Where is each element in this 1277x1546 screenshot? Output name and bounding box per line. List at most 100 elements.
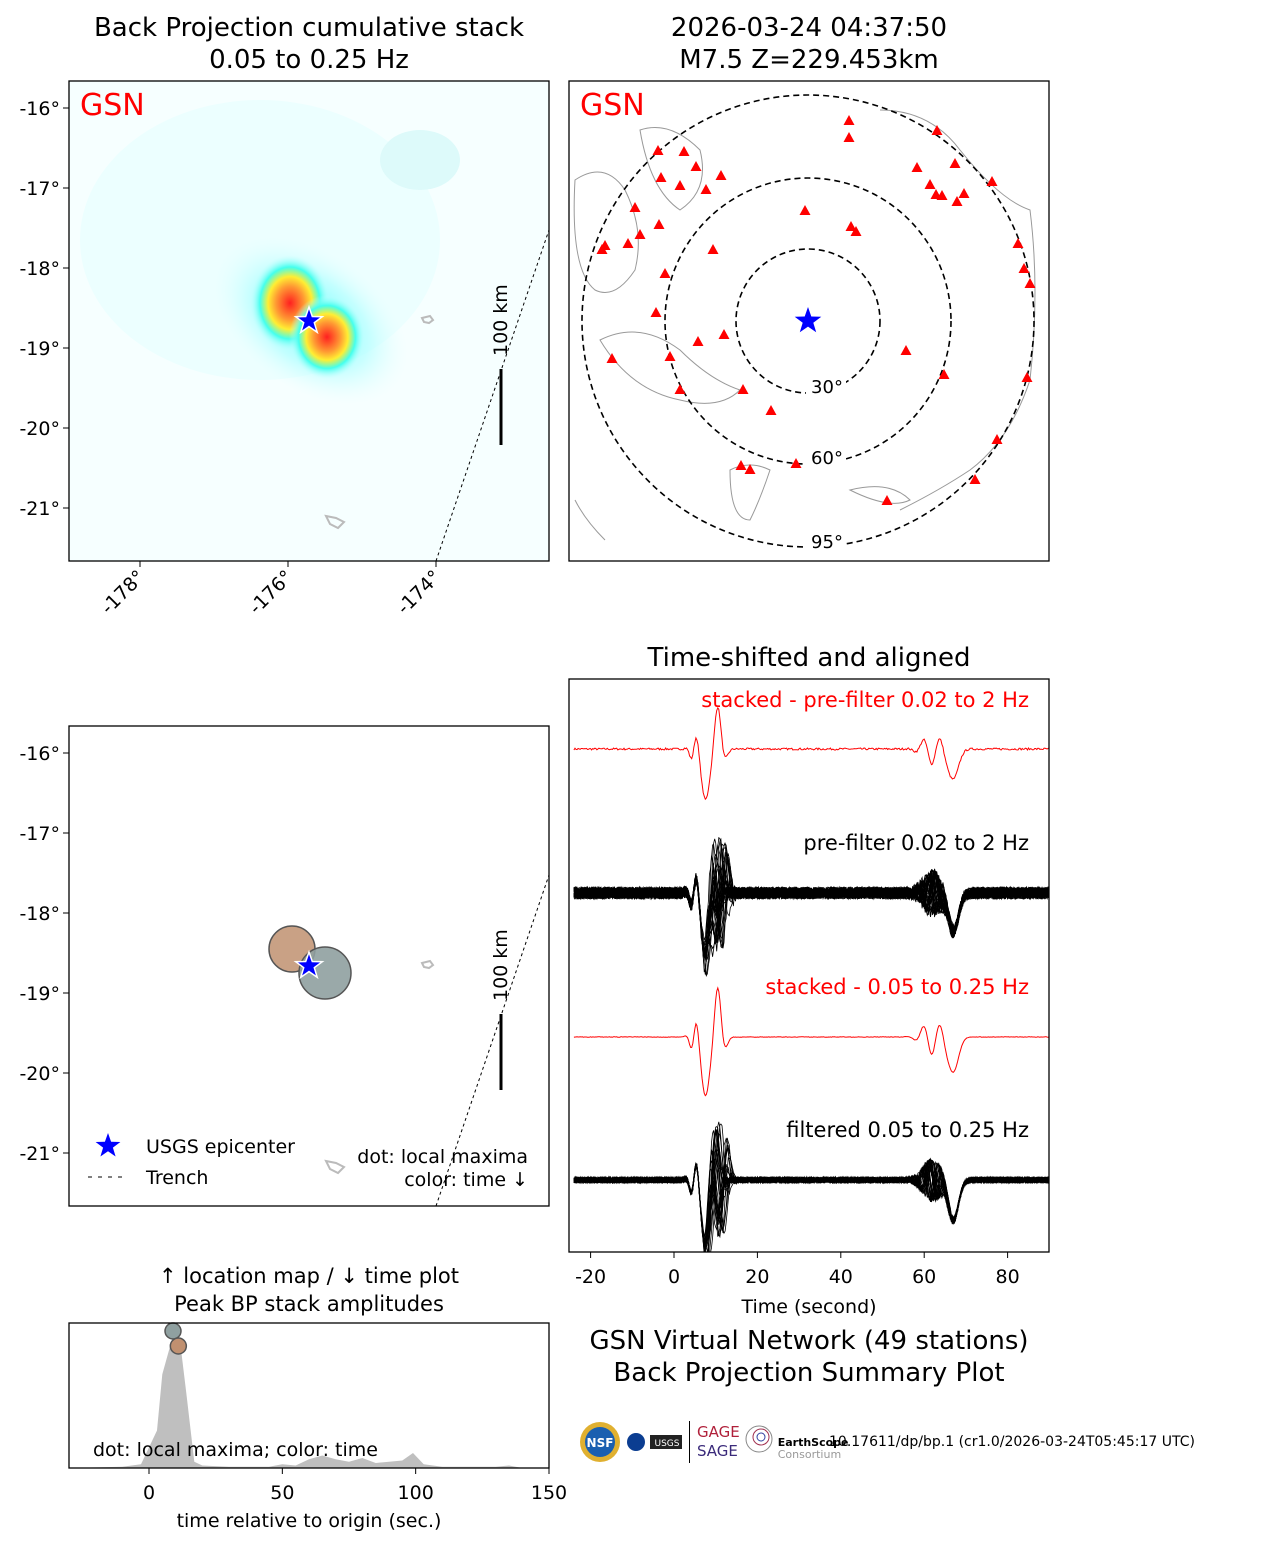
station-triangle-icon [949, 158, 961, 168]
station-triangle-icon [986, 176, 998, 186]
station-triangle-icon [991, 434, 1003, 444]
filtered-trace [573, 1159, 1049, 1242]
station-triangle-icon [958, 188, 970, 198]
station-triangle-icon [652, 145, 664, 155]
waveform-panel: Time-shifted and aligned stacked - pre-f… [568, 643, 1050, 1318]
epicenter-star-icon [293, 949, 325, 980]
station-triangle-icon [606, 353, 618, 363]
filtered-trace [573, 1158, 1049, 1240]
station-triangle-icon [1018, 263, 1030, 273]
prefilter-trace [573, 860, 1049, 956]
prefilter-trace [573, 853, 1049, 976]
stacked-prefilter-trace [573, 706, 1049, 801]
station-triangle-icon [1021, 372, 1033, 382]
station-triangle-icon [678, 146, 690, 156]
filtered-trace [573, 1129, 1049, 1251]
location-map-panel: 100 km USGS epicenter Trench dot: local … [19, 725, 550, 1207]
stacked-filtered-trace [573, 986, 1049, 1097]
station-triangle-icon [936, 190, 948, 200]
station-triangle-icon [969, 474, 981, 484]
lat-tick-label: -19° [19, 338, 60, 360]
station-map-panel: 2026-03-24 04:37:50 M7.5 Z=229.453km 30°… [568, 13, 1050, 562]
filtered-trace [573, 1159, 1049, 1243]
sponsor-logos: NSF USGS GAGE SAGE EarthScope Consortium [578, 1420, 849, 1464]
ring-label-30: 30° [811, 377, 843, 398]
x-tick-label: 50 [270, 1482, 294, 1504]
scale-label: 100 km [490, 929, 512, 1001]
station-triangle-icon [650, 307, 662, 317]
filtered-trace [573, 1129, 1049, 1252]
prefilter-trace [573, 871, 1049, 952]
network-label: GSN [80, 88, 145, 123]
prefilter-trace [573, 877, 1049, 959]
x-tick-label: 40 [829, 1266, 853, 1288]
prefilter-trace [573, 860, 1049, 953]
lat-tick-label: -21° [19, 1143, 60, 1165]
station-triangle-icon [629, 202, 641, 212]
station-triangle-icon [843, 132, 855, 142]
event-time: 2026-03-24 04:37:50 [671, 13, 947, 43]
waveform-xlabel: Time (second) [740, 1296, 876, 1318]
x-tick-label: 80 [996, 1266, 1020, 1288]
bp-title-1: Back Projection cumulative stack [94, 13, 524, 43]
prefilter-trace [573, 871, 1049, 957]
filtered-trace [573, 1133, 1049, 1249]
station-triangle-icon [737, 384, 749, 394]
station-triangle-icon [674, 180, 686, 190]
filtered-trace [573, 1147, 1049, 1247]
station-triangle-icon [690, 161, 702, 171]
bp-stack-panel: Back Projection cumulative stack 0.05 to… [19, 13, 550, 619]
filtered-trace [573, 1130, 1049, 1252]
peak-maximum-dot [164, 1322, 182, 1340]
filtered-trace [573, 1151, 1049, 1241]
station-triangle-icon [655, 172, 667, 182]
lat-tick-label: -20° [19, 1063, 60, 1085]
peak-title-1: ↑ location map / ↓ time plot [159, 1264, 459, 1288]
prefilter-trace [573, 843, 1049, 958]
label-prefilter: pre-filter 0.02 to 2 Hz [803, 831, 1029, 855]
x-tick-label: 150 [531, 1482, 567, 1504]
station-triangle-icon [845, 221, 857, 231]
filtered-trace [573, 1162, 1049, 1247]
station-triangle-icon [850, 226, 862, 236]
nsf-logo-icon: NSF [580, 1422, 620, 1462]
lat-tick-label: -16° [19, 98, 60, 120]
x-tick-label: 100 [398, 1482, 434, 1504]
station-triangle-icon [674, 384, 686, 394]
svg-text:NSF: NSF [587, 1436, 614, 1450]
station-triangle-icon [653, 219, 665, 229]
epicenter-star-icon [794, 307, 822, 333]
station-triangle-icon [951, 196, 963, 206]
prefilter-trace [573, 860, 1049, 977]
note-local-maxima: dot: local maxima [357, 1146, 528, 1168]
network-label: GSN [580, 88, 645, 123]
x-tick-label: 60 [912, 1266, 936, 1288]
station-triangle-icon [718, 329, 730, 339]
note-color-time: color: time ↓ [404, 1169, 528, 1191]
station-triangle-icon [707, 244, 719, 254]
filtered-trace [573, 1146, 1049, 1247]
label-filtered: filtered 0.05 to 0.25 Hz [786, 1118, 1029, 1142]
filtered-trace [573, 1137, 1049, 1246]
station-triangle-icon [843, 115, 855, 125]
label-stacked-prefilter: stacked - pre-filter 0.02 to 2 Hz [701, 688, 1029, 712]
ring-label-95: 95° [811, 532, 843, 553]
station-triangle-icon [634, 229, 646, 239]
lat-tick-label: -17° [19, 823, 60, 845]
x-tick-label: 20 [745, 1266, 769, 1288]
label-stacked-filtered: stacked - 0.05 to 0.25 Hz [765, 975, 1029, 999]
filtered-trace [573, 1158, 1049, 1245]
station-triangle-icon [659, 268, 671, 278]
station-triangle-icon [1024, 278, 1036, 288]
filtered-trace [573, 1160, 1049, 1247]
station-triangle-icon [911, 162, 923, 172]
prefilter-trace [573, 837, 1049, 956]
epicenter-star-icon [293, 304, 325, 335]
lat-tick-label: -16° [19, 743, 60, 765]
prefilter-trace [573, 869, 1049, 954]
station-triangle-icon [692, 336, 704, 346]
lon-tick-label: -174° [393, 566, 446, 619]
event-magnitude-depth: M7.5 Z=229.453km [679, 45, 939, 75]
lat-tick-label: -18° [19, 258, 60, 280]
